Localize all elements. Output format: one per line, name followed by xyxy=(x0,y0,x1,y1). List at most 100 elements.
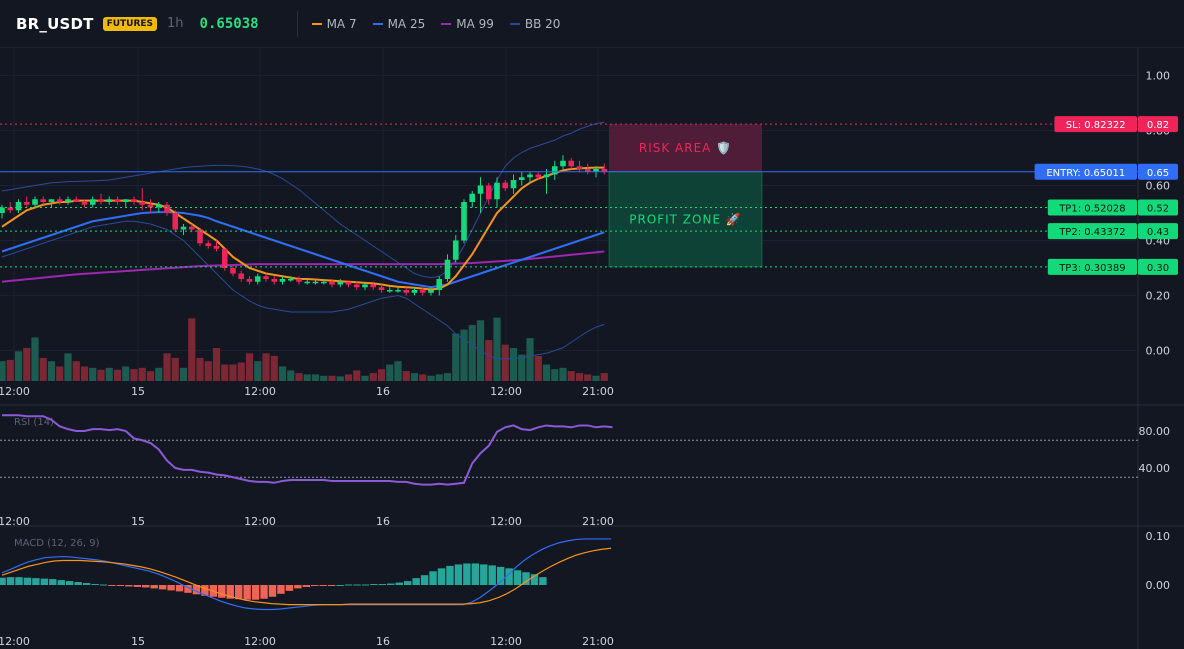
volume-bar xyxy=(295,373,303,381)
candle-body xyxy=(428,290,434,293)
macd-histogram-bar xyxy=(429,571,437,585)
candle-body xyxy=(386,290,393,292)
volume-bar xyxy=(575,373,584,381)
macd-histogram-bar xyxy=(294,585,302,589)
price-axis-tick: 0.20 xyxy=(1146,290,1171,303)
candle-body xyxy=(122,199,129,202)
tp-tag-label: TP2: 0.43372 xyxy=(1058,227,1125,238)
candle-body xyxy=(89,199,96,205)
volume-bar xyxy=(526,338,534,381)
candle xyxy=(362,281,368,290)
volume-bar xyxy=(584,374,592,381)
volume-bar xyxy=(369,373,377,381)
macd-histogram-bar xyxy=(251,585,260,600)
volume-bar xyxy=(427,375,435,381)
volume-bar xyxy=(394,361,402,381)
candle xyxy=(114,196,121,205)
macd-histogram-bar xyxy=(327,585,336,586)
candle xyxy=(551,160,558,180)
candle xyxy=(428,287,434,296)
candle xyxy=(213,240,220,252)
candle-body xyxy=(337,281,344,285)
macd-histogram-bar xyxy=(218,585,226,598)
candle-body xyxy=(304,281,311,284)
ma25-line xyxy=(1,211,605,289)
macd-histogram-bar xyxy=(446,565,454,585)
macd-histogram-bar xyxy=(285,585,294,591)
candle-body xyxy=(139,202,146,205)
candle-body xyxy=(469,193,476,202)
candle-body xyxy=(560,160,566,167)
candle-body xyxy=(15,202,22,211)
candle xyxy=(419,287,426,296)
volume-bar xyxy=(270,355,278,381)
interval-selector[interactable]: 1h xyxy=(167,16,184,31)
candle-body xyxy=(23,202,30,205)
bb-upper-line xyxy=(1,121,605,279)
candle xyxy=(254,273,261,285)
macd-histogram-bar xyxy=(336,585,344,586)
volume-bar xyxy=(122,366,130,381)
volume-bar xyxy=(97,369,105,381)
legend-ma25-label: MA 25 xyxy=(387,16,426,31)
candle xyxy=(81,199,88,208)
tp-tag xyxy=(1047,199,1137,216)
candle-body xyxy=(461,202,467,241)
candle-body xyxy=(411,290,418,293)
tp-tag-label: TP3: 0.30389 xyxy=(1058,263,1125,274)
rsi-label: RSI (14) xyxy=(14,417,54,428)
candle-body xyxy=(312,281,319,284)
candle-body xyxy=(601,169,608,172)
macd-histogram-bar xyxy=(361,584,370,586)
legend-ma25[interactable]: MA 25 xyxy=(372,16,426,31)
candle xyxy=(452,235,459,263)
candle-body xyxy=(188,226,195,230)
volume-bar xyxy=(171,357,179,381)
time-axis-tick: 12:00 xyxy=(244,515,276,528)
volume-bar xyxy=(56,366,64,381)
macd-histogram-bar xyxy=(505,568,513,585)
volume-bar xyxy=(23,348,31,381)
volume-bar xyxy=(212,348,221,381)
candle xyxy=(337,279,344,288)
candle-body xyxy=(172,213,179,230)
volume-bar xyxy=(509,348,518,381)
candle xyxy=(147,199,154,213)
candle-body xyxy=(48,199,55,202)
candle xyxy=(197,229,203,246)
legend-ma7[interactable]: MA 7 xyxy=(311,17,357,31)
time-axis-tick: 21:00 xyxy=(582,385,614,398)
candle xyxy=(205,240,212,249)
macd-histogram-bar xyxy=(23,577,32,585)
tp-axis-tag xyxy=(1138,258,1178,275)
volume-bar xyxy=(130,369,138,381)
price-axis-tick: 1.00 xyxy=(1146,70,1171,83)
legend-ma99[interactable]: MA 99 xyxy=(441,17,494,31)
volume-bar xyxy=(377,369,386,381)
volume-bar xyxy=(567,371,575,381)
symbol-name[interactable]: BR_USDT xyxy=(16,14,94,33)
candle-body xyxy=(320,281,327,284)
candle xyxy=(329,279,335,288)
volume-bar xyxy=(237,362,245,381)
rsi-time-axis: 12:00 15 12:00 16 12:00 21:00 xyxy=(0,515,614,528)
volume-bar xyxy=(229,364,237,381)
candle-body xyxy=(518,177,525,180)
candle-body xyxy=(395,290,401,292)
candle xyxy=(296,276,302,285)
candle-body xyxy=(510,180,517,189)
volume-bar xyxy=(336,376,344,381)
candle-body xyxy=(279,279,286,282)
candles xyxy=(0,155,608,296)
candle xyxy=(304,279,311,285)
candle-body xyxy=(114,199,121,202)
macd-histogram-bar xyxy=(420,575,429,585)
macd-histogram-bar xyxy=(395,582,403,585)
risk-area-zone xyxy=(609,124,762,172)
volume-bar xyxy=(493,317,501,381)
legend-bb20[interactable]: BB 20 xyxy=(509,17,560,31)
macd-histogram-bar xyxy=(387,583,395,585)
trade-levels: SL: 0.82322 0.82 ENTRY: 0.65011 0.65 TP1: 0.… xyxy=(0,116,1178,275)
time-axis-tick: 15 xyxy=(131,515,145,528)
